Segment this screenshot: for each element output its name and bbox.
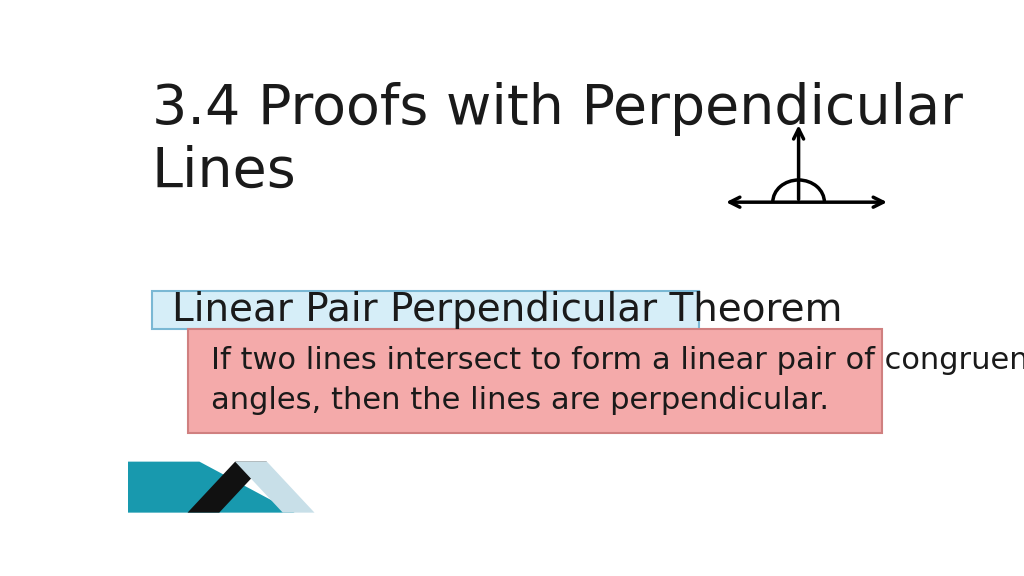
FancyBboxPatch shape [187,328,882,433]
Text: 3.4 Proofs with Perpendicular
Lines: 3.4 Proofs with Perpendicular Lines [152,82,963,199]
Polygon shape [236,461,314,513]
Text: If two lines intersect to form a linear pair of congruent
angles, then the lines: If two lines intersect to form a linear … [211,346,1024,415]
Text: Linear Pair Perpendicular Theorem: Linear Pair Perpendicular Theorem [172,291,842,329]
FancyBboxPatch shape [152,291,699,328]
Polygon shape [128,461,295,513]
Polygon shape [187,461,267,513]
